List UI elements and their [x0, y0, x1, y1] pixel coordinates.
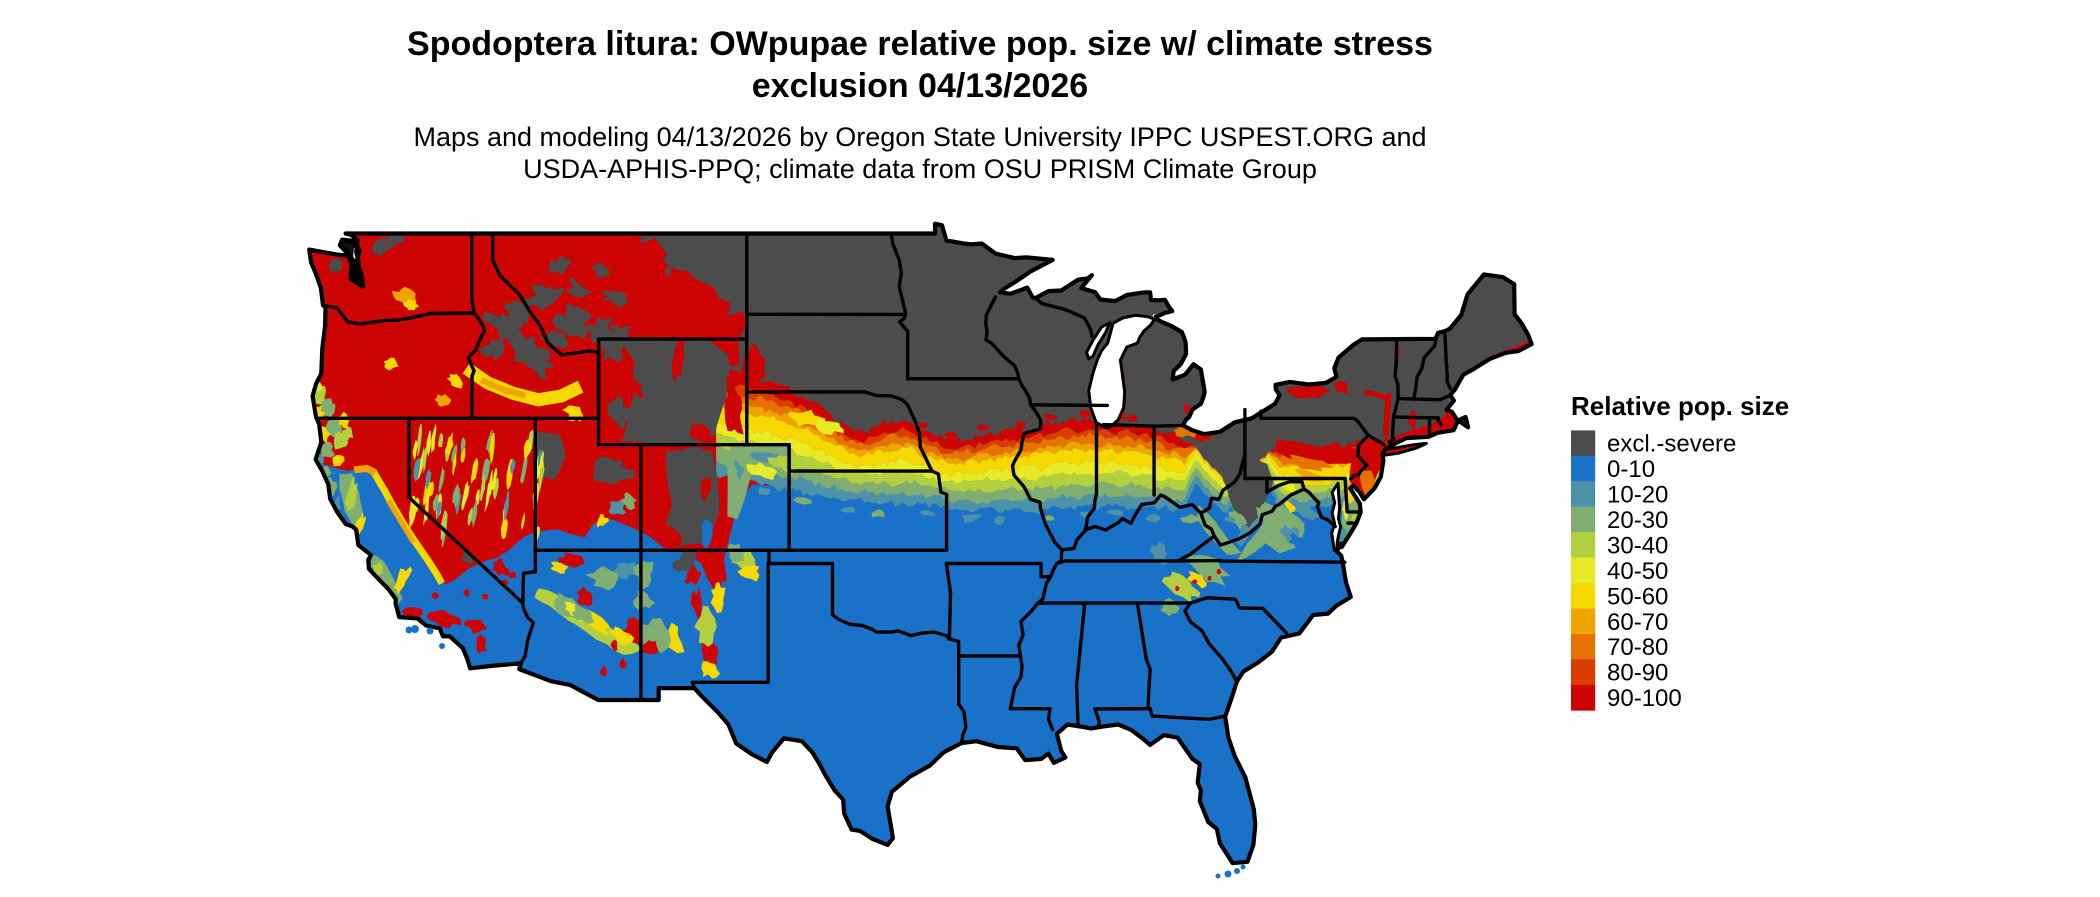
- svg-text:excl.-severe: excl.-severe: [1607, 431, 1736, 458]
- svg-text:10-20: 10-20: [1607, 482, 1668, 509]
- svg-text:70-80: 70-80: [1607, 634, 1668, 661]
- svg-text:Relative pop. size: Relative pop. size: [1571, 391, 1789, 421]
- svg-text:USDA-APHIS-PPQ; climate data f: USDA-APHIS-PPQ; climate data from OSU PR…: [523, 154, 1317, 184]
- svg-text:Maps and modeling 04/13/2026 b: Maps and modeling 04/13/2026 by Oregon S…: [413, 122, 1426, 152]
- svg-text:60-70: 60-70: [1607, 609, 1668, 636]
- svg-text:exclusion 04/13/2026: exclusion 04/13/2026: [752, 67, 1088, 105]
- svg-text:20-30: 20-30: [1607, 507, 1668, 534]
- svg-text:40-50: 40-50: [1607, 558, 1668, 585]
- svg-text:0-10: 0-10: [1607, 456, 1655, 483]
- svg-text:Spodoptera litura: OWpupae rel: Spodoptera litura: OWpupae relative pop.…: [407, 25, 1433, 63]
- svg-text:80-90: 80-90: [1607, 660, 1668, 687]
- svg-text:90-100: 90-100: [1607, 685, 1682, 712]
- svg-text:50-60: 50-60: [1607, 583, 1668, 610]
- svg-text:30-40: 30-40: [1607, 532, 1668, 559]
